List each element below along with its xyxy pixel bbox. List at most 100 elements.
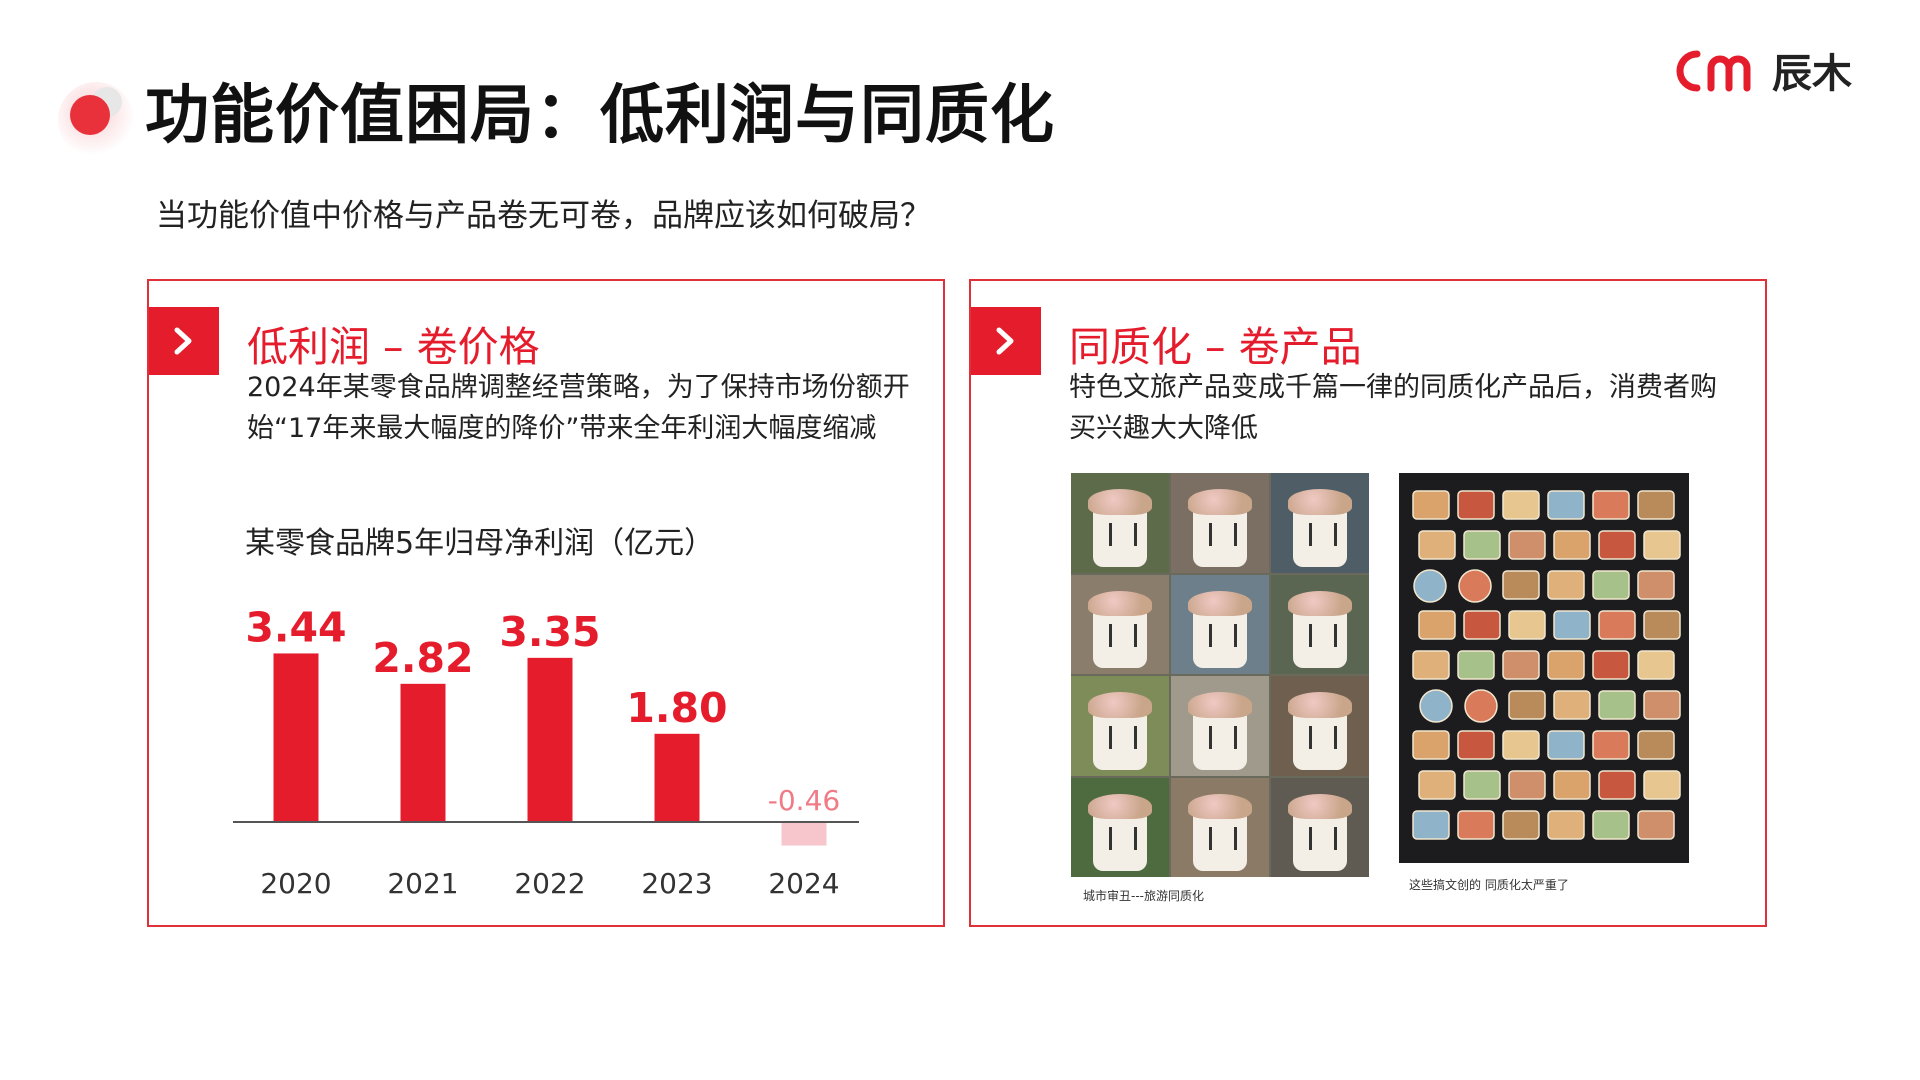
x-tick-2022: 2022 xyxy=(514,867,585,900)
page-subtitle: 当功能价值中价格与产品卷无可卷，品牌应该如何破局？ xyxy=(156,198,931,234)
magnet-shape xyxy=(1547,570,1585,600)
chart-title: 某零食品牌5年归母净利润（亿元） xyxy=(245,526,714,561)
collage-tile xyxy=(1171,574,1269,674)
magnet-shape xyxy=(1553,530,1591,560)
cup-shape xyxy=(1188,692,1252,770)
x-tick-2021: 2021 xyxy=(387,867,458,900)
magnet-shape xyxy=(1458,569,1492,603)
magnet-shape xyxy=(1502,490,1540,520)
magnet-shape xyxy=(1412,490,1450,520)
magnet-shape xyxy=(1508,530,1546,560)
title-dot-red xyxy=(70,95,110,135)
magnet-shape xyxy=(1502,810,1540,840)
low-profit-body: 2024年某零食品牌调整经营策略，为了保持市场份额开始“17年来最大幅度的降价”… xyxy=(247,372,910,444)
brand-logo: 辰木 xyxy=(1676,50,1852,97)
cup-shape xyxy=(1088,692,1152,770)
magnet-shape xyxy=(1637,730,1675,760)
collage-tile xyxy=(1071,777,1169,877)
magnet-shape xyxy=(1637,650,1675,680)
souvenir-magnet-wall-photo xyxy=(1399,473,1689,863)
data-label-2024: -0.46 xyxy=(768,784,840,817)
magnet-shape xyxy=(1592,570,1630,600)
magnet-shape xyxy=(1412,730,1450,760)
magnet-shape xyxy=(1553,610,1591,640)
magnet-shape xyxy=(1502,650,1540,680)
magnet-shape xyxy=(1418,770,1456,800)
cup-shape xyxy=(1288,590,1352,669)
cup-shape xyxy=(1188,590,1252,669)
collage-tile xyxy=(1271,473,1369,573)
cup-shape xyxy=(1288,793,1352,872)
cup-shape xyxy=(1188,793,1252,872)
collage-tile xyxy=(1071,676,1169,776)
magnet-shape xyxy=(1463,770,1501,800)
magnet-shape xyxy=(1412,650,1450,680)
magnet-shape xyxy=(1457,490,1495,520)
chevron-right-icon xyxy=(971,307,1041,375)
collage-tile xyxy=(1171,473,1269,573)
magnet-wall-caption: 这些搞文创的 同质化太严重了 xyxy=(1409,878,1569,892)
x-tick-2020: 2020 xyxy=(260,867,331,900)
low-profit-panel: 低利润 – 卷价格 2024年某零食品牌调整经营策略，为了保持市场份额开始“17… xyxy=(147,279,945,927)
magnet-shape xyxy=(1637,490,1675,520)
collage-tile xyxy=(1071,473,1169,573)
magnet-shape xyxy=(1457,810,1495,840)
magnet-shape xyxy=(1553,690,1591,720)
magnet-shape xyxy=(1598,530,1636,560)
magnet-shape xyxy=(1643,770,1681,800)
collage-tile xyxy=(1171,676,1269,776)
homogenization-body: 特色文旅产品变成千篇一律的同质化产品后，消费者购买兴趣大大降低 xyxy=(1069,372,1717,444)
magnet-shape xyxy=(1464,689,1498,723)
homogenization-panel: 同质化 – 卷产品 特色文旅产品变成千篇一律的同质化产品后，消费者购买兴趣大大降… xyxy=(969,279,1767,927)
bar-2020 xyxy=(273,653,319,822)
magnet-shape xyxy=(1547,810,1585,840)
magnet-shape xyxy=(1463,610,1501,640)
bar-2023 xyxy=(654,733,700,822)
cup-shape xyxy=(1088,489,1152,567)
homogenization-heading: 同质化 – 卷产品 xyxy=(1069,323,1362,371)
collage-tile xyxy=(1171,777,1269,877)
cup-shape xyxy=(1188,489,1252,567)
data-label-2020: 3.44 xyxy=(245,603,346,651)
cup-shape xyxy=(1288,692,1352,770)
magnet-shape xyxy=(1592,810,1630,840)
magnet-shape xyxy=(1508,610,1546,640)
collage-tile xyxy=(1271,777,1369,877)
magnet-shape xyxy=(1592,650,1630,680)
profit-bar-chart: 某零食品牌5年归母净利润（亿元） 3.44 2020 2.82 2021 3.35 202… xyxy=(233,526,859,900)
magnet-shape xyxy=(1547,730,1585,760)
magnet-shape xyxy=(1508,770,1546,800)
magnet-shape xyxy=(1592,730,1630,760)
data-label-2022: 3.35 xyxy=(499,608,600,656)
collage-caption: 城市审丑---旅游同质化 xyxy=(1083,889,1204,903)
low-profit-heading: 低利润 – 卷价格 xyxy=(247,323,540,371)
magnet-shape xyxy=(1598,770,1636,800)
magnet-shape xyxy=(1547,490,1585,520)
magnet-shape xyxy=(1419,689,1453,723)
magnet-shape xyxy=(1643,690,1681,720)
magnet-shape xyxy=(1502,570,1540,600)
magnet-shape xyxy=(1508,690,1546,720)
chevron-right-icon xyxy=(149,307,219,375)
magnet-shape xyxy=(1457,730,1495,760)
magnet-shape xyxy=(1463,530,1501,560)
bar-2022 xyxy=(527,657,573,822)
bar-2024 xyxy=(781,823,827,846)
magnet-shape xyxy=(1598,690,1636,720)
cup-shape xyxy=(1088,590,1152,669)
magnet-shape xyxy=(1643,530,1681,560)
magnet-shape xyxy=(1598,610,1636,640)
magnet-shape xyxy=(1457,650,1495,680)
collage-tile xyxy=(1071,574,1169,674)
data-label-2023: 1.80 xyxy=(626,684,727,732)
brand-name: 辰木 xyxy=(1772,51,1852,97)
x-tick-2024: 2024 xyxy=(768,867,839,900)
magnet-shape xyxy=(1553,770,1591,800)
data-label-2021: 2.82 xyxy=(372,634,473,682)
magnet-shape xyxy=(1418,610,1456,640)
magnet-shape xyxy=(1637,570,1675,600)
magnet-shape xyxy=(1412,810,1450,840)
bar-2021 xyxy=(400,683,446,822)
collage-tile xyxy=(1271,676,1369,776)
cup-shape xyxy=(1088,793,1152,872)
